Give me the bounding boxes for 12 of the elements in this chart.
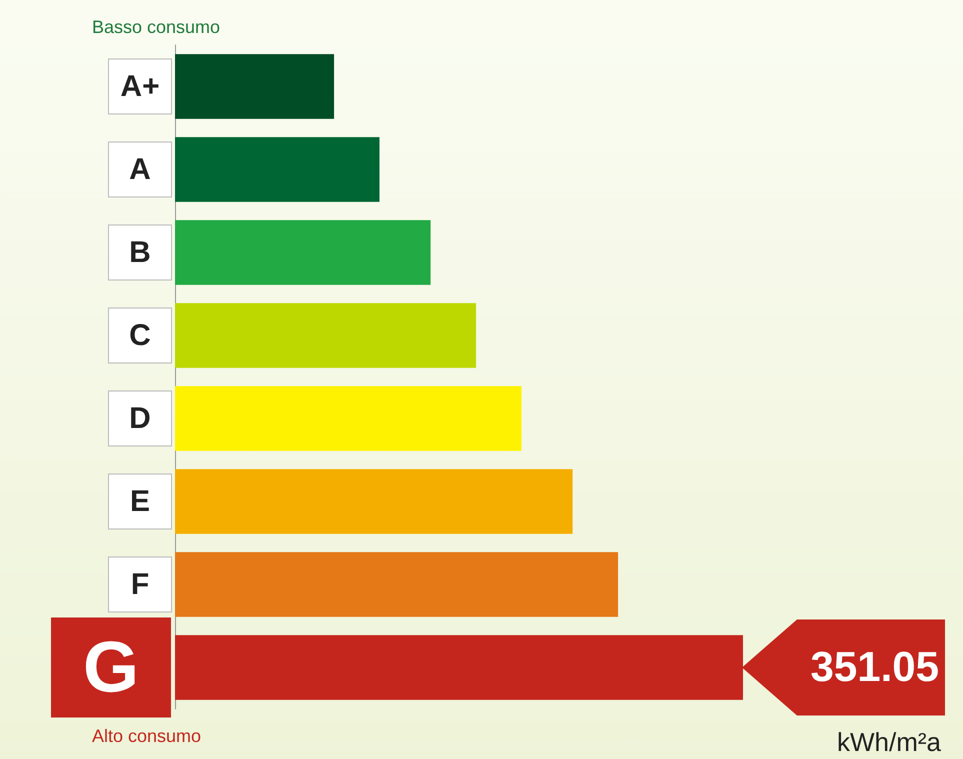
y-tick-label: F [130, 568, 150, 601]
text: kWh/m²a [837, 727, 942, 757]
y-tick-label: E [130, 485, 150, 518]
text: 351.05 [810, 643, 940, 690]
y-tick-label: C [129, 319, 151, 352]
text: Alto consumo [92, 726, 202, 746]
y-tick-label: A [129, 153, 151, 186]
y-tick-label: B [129, 236, 151, 269]
text: Basso consumo [92, 17, 220, 37]
y-tick-label: D [129, 402, 151, 435]
y-tick-label: G [82, 628, 140, 708]
y-tick-label: A+ [120, 70, 160, 103]
